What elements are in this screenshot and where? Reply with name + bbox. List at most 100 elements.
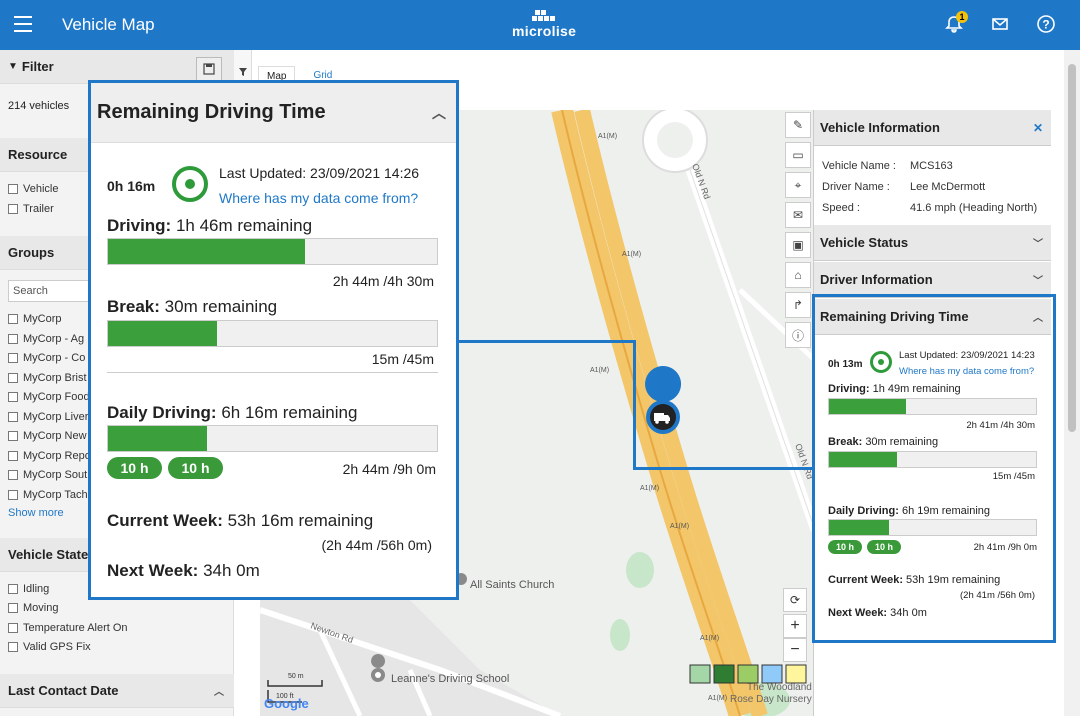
- group-checkbox[interactable]: MyCorp: [8, 313, 62, 325]
- vehicle-info-header[interactable]: Vehicle Information ✕: [814, 110, 1051, 146]
- map-canvas[interactable]: A1(M) A1(M) A1(M) A1(M) A1(M) A1(M) A1(M…: [260, 110, 815, 716]
- map-layer-thumbnails[interactable]: [689, 664, 807, 684]
- fit-bounds-icon[interactable]: ▭: [785, 142, 811, 168]
- break-progress-bar: [107, 320, 438, 347]
- checkbox[interactable]: [8, 603, 18, 613]
- vehicle-name-value: MCS163: [910, 160, 953, 172]
- group-checkbox[interactable]: MyCorp Food: [8, 391, 90, 403]
- vehicle-map[interactable]: A1(M) A1(M) A1(M) A1(M) A1(M) A1(M) A1(M…: [260, 110, 815, 716]
- break-value: 30m remaining: [164, 297, 278, 316]
- checkbox[interactable]: [8, 642, 18, 652]
- school-pin-icon: [371, 654, 386, 682]
- checkbox[interactable]: [8, 431, 18, 441]
- data-source-link[interactable]: Where has my data come from?: [899, 366, 1035, 377]
- target-icon: [870, 351, 892, 373]
- mail-icon[interactable]: [990, 14, 1012, 36]
- resource-checkbox-vehicle[interactable]: Vehicle: [8, 183, 58, 195]
- hamburger-menu-icon[interactable]: [14, 16, 32, 32]
- group-checkbox[interactable]: MyCorp - Co: [8, 352, 85, 364]
- group-checkbox[interactable]: MyCorp - Ag: [8, 333, 84, 345]
- checkbox-label: Idling: [23, 583, 50, 595]
- rdt-header[interactable]: Remaining Driving Time ︿: [814, 299, 1051, 335]
- last-contact-header[interactable]: Last Contact Date ︿: [0, 674, 234, 708]
- location-pin-icon[interactable]: ⌂: [785, 262, 811, 288]
- driver-info-header[interactable]: Driver Information ﹀: [814, 262, 1051, 298]
- checkbox[interactable]: [8, 204, 18, 214]
- zoom-in-button[interactable]: +: [783, 614, 807, 638]
- driving-progress-bar: [828, 398, 1037, 415]
- close-icon[interactable]: ✕: [1032, 120, 1043, 135]
- draw-pencil-icon[interactable]: ✎: [785, 112, 811, 138]
- school-label: Leanne's Driving School: [391, 673, 509, 685]
- group-checkbox[interactable]: MyCorp New: [8, 430, 87, 442]
- week-sub: (2h 44m /56h 0m): [321, 537, 433, 553]
- state-checkbox-idling[interactable]: Idling: [8, 583, 49, 595]
- checkbox[interactable]: [8, 490, 18, 500]
- daily-label: Daily Driving:: [828, 505, 899, 517]
- checkbox[interactable]: [8, 373, 18, 383]
- funnel-icon: [239, 68, 247, 76]
- share-arrow-icon[interactable]: ↱: [785, 292, 811, 318]
- church-label: All Saints Church: [470, 579, 554, 591]
- checkbox[interactable]: [8, 314, 18, 324]
- state-checkbox-moving[interactable]: Moving: [8, 602, 58, 614]
- rdt-callout-header[interactable]: Remaining Driving Time ︿: [91, 83, 456, 143]
- save-filter-button[interactable]: [196, 57, 222, 81]
- checkbox[interactable]: [8, 353, 18, 363]
- rdt-time: 0h 16m: [107, 178, 156, 194]
- notification-badge: 1: [956, 11, 968, 23]
- scroll-thumb[interactable]: [1068, 64, 1076, 432]
- road-label: A1(M): [590, 367, 609, 374]
- checkbox[interactable]: [8, 334, 18, 344]
- info-icon[interactable]: ⓘ: [785, 322, 811, 348]
- week-row: Current Week: 53h 16m remaining: [107, 511, 373, 531]
- last-contact-label: Last Contact Date: [8, 683, 119, 698]
- help-icon[interactable]: ?: [1036, 14, 1058, 36]
- vehicle-marker-icon[interactable]: [645, 366, 682, 442]
- rdt-title: Remaining Driving Time: [820, 309, 969, 324]
- checkbox-label: Trailer: [23, 203, 54, 215]
- state-checkbox-gps[interactable]: Valid GPS Fix: [8, 641, 91, 653]
- chevron-up-icon[interactable]: ︿: [432, 105, 446, 121]
- logo-mark-icon: [532, 10, 556, 21]
- road-label: A1(M): [640, 485, 659, 492]
- callout-connector: [633, 340, 636, 470]
- document-search-icon[interactable]: ▣: [785, 232, 811, 258]
- filter-header[interactable]: ▼ Filter: [0, 50, 234, 84]
- checkbox[interactable]: [8, 412, 18, 422]
- rdt-last-updated: Last Updated: 23/09/2021 14:26: [219, 165, 420, 181]
- resource-checkbox-trailer[interactable]: Trailer: [8, 203, 54, 215]
- checkbox[interactable]: [8, 451, 18, 461]
- checkbox[interactable]: [8, 470, 18, 480]
- show-more-link[interactable]: Show more: [8, 507, 64, 519]
- group-checkbox[interactable]: MyCorp Sout: [8, 469, 87, 481]
- driver-name-value: Lee McDermott: [910, 181, 986, 193]
- groups-search-input[interactable]: Search: [8, 280, 98, 302]
- checkbox[interactable]: [8, 623, 18, 633]
- state-checkbox-temperature[interactable]: Temperature Alert On: [8, 622, 128, 634]
- vehicle-info-title: Vehicle Information: [820, 120, 940, 135]
- group-checkbox[interactable]: MyCorp Liver: [8, 411, 88, 423]
- rdt-large: 0h 16m Last Updated: 23/09/2021 14:26 Wh…: [91, 143, 456, 597]
- driving-sub: 2h 44m /4h 30m: [332, 273, 434, 289]
- message-icon[interactable]: ✉: [785, 202, 811, 228]
- microlise-logo: microlise: [512, 10, 576, 39]
- refresh-icon[interactable]: ⟳: [783, 588, 807, 612]
- group-checkbox[interactable]: MyCorp Tach: [8, 489, 88, 501]
- break-sub: 15m /45m: [371, 351, 434, 367]
- checkbox[interactable]: [8, 584, 18, 594]
- zoom-out-button[interactable]: −: [783, 638, 807, 662]
- bell-icon[interactable]: 1: [944, 11, 968, 36]
- daily-sub: 2h 41m /9h 0m: [973, 542, 1037, 553]
- group-checkbox[interactable]: MyCorp Brist: [8, 372, 87, 384]
- data-source-link[interactable]: Where has my data come from?: [219, 190, 419, 206]
- vehicle-status-header[interactable]: Vehicle Status ﹀: [814, 225, 1051, 261]
- page-scrollbar[interactable]: [1064, 50, 1080, 716]
- week-label: Current Week:: [828, 574, 903, 586]
- locate-crosshair-icon[interactable]: ⌖: [785, 172, 811, 198]
- group-checkbox[interactable]: MyCorp Repo: [8, 450, 91, 462]
- checkbox[interactable]: [8, 184, 18, 194]
- week-label: Current Week:: [107, 511, 223, 530]
- checkbox[interactable]: [8, 392, 18, 402]
- speed-value: 41.6 mph (Heading North): [910, 202, 1038, 214]
